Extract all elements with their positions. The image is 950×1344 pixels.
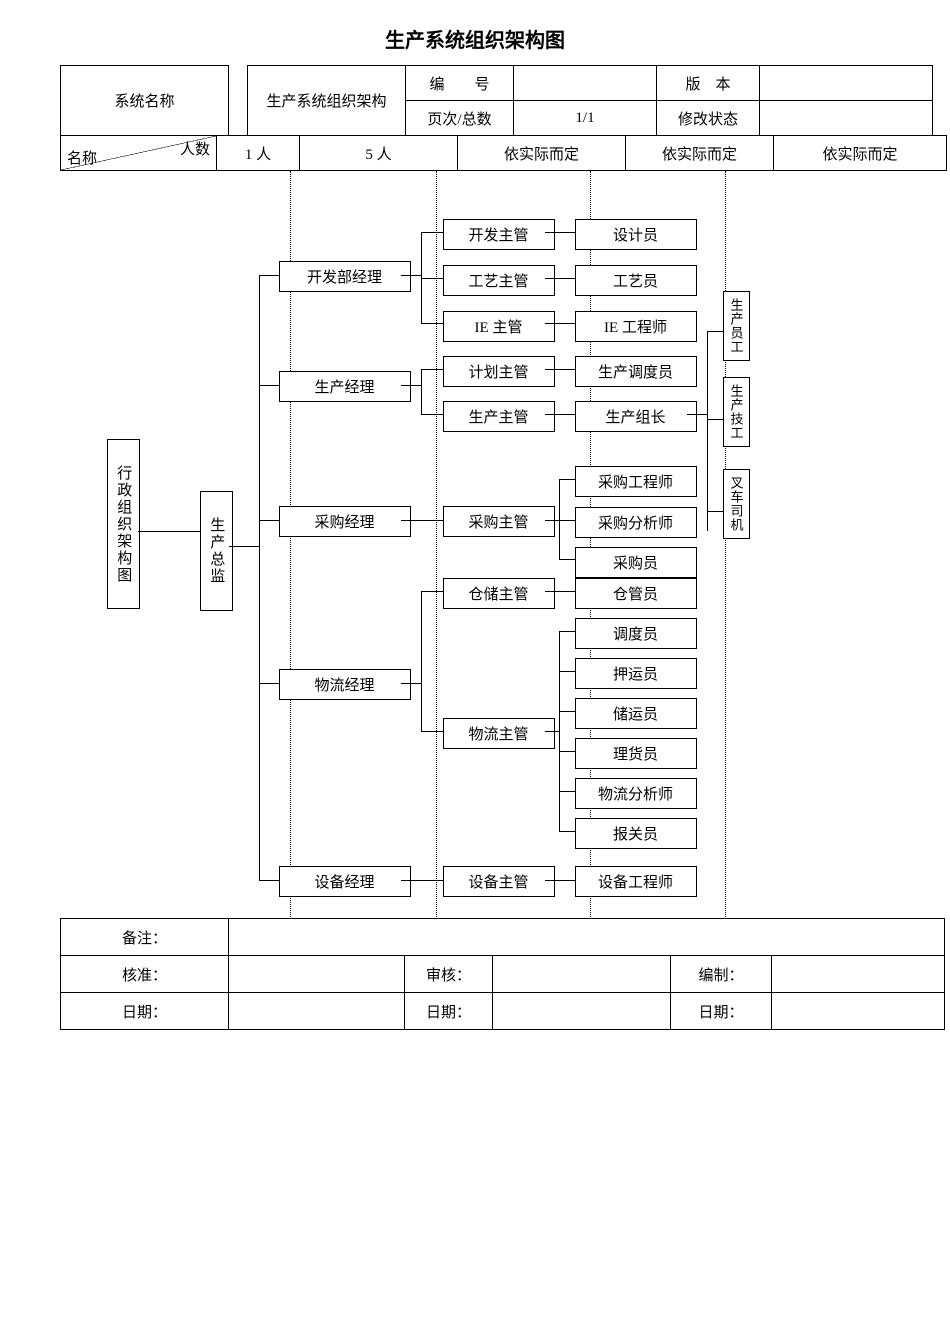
system-name-label: 系统名称 (61, 66, 229, 136)
staff-tally: 理货员 (575, 738, 697, 769)
doc-no-label: 编 号 (406, 66, 514, 101)
lead-dev: 开发主管 (443, 219, 555, 250)
date3-value (772, 993, 945, 1030)
date1-value (229, 993, 405, 1030)
lead-store: 仓储主管 (443, 578, 555, 609)
date2-label: 日期： (405, 993, 493, 1030)
compile-value (772, 956, 945, 993)
lead-purch: 采购主管 (443, 506, 555, 537)
line (259, 275, 260, 880)
staff-equip-eng: 设备工程师 (575, 866, 697, 897)
version-value (760, 66, 933, 101)
mgr-purch: 采购经理 (279, 506, 411, 537)
lead-craft: 工艺主管 (443, 265, 555, 296)
staff-warehouse: 仓管员 (575, 578, 697, 609)
staff-designer: 设计员 (575, 219, 697, 250)
mgr-prod: 生产经理 (279, 371, 411, 402)
review-label: 审核： (405, 956, 493, 993)
date2-value (493, 993, 671, 1030)
system-name-value: 生产系统组织架构 (248, 66, 406, 136)
page-label: 页次/总数 (406, 101, 514, 136)
lead-plan: 计划主管 (443, 356, 555, 387)
staff-sched: 生产调度员 (575, 356, 697, 387)
approve-value (229, 956, 405, 993)
staff-teamlead: 生产组长 (575, 401, 697, 432)
mgr-dev: 开发部经理 (279, 261, 411, 292)
page-value: 1/1 (514, 101, 657, 136)
count-col-c: 依实际而定 (458, 136, 626, 171)
revision-label: 修改状态 (657, 101, 760, 136)
lead-logi: 物流主管 (443, 718, 555, 749)
mgr-equip: 设备经理 (279, 866, 411, 897)
staff-dispatch: 调度员 (575, 618, 697, 649)
remark-value (229, 919, 945, 956)
right-fork: 叉车司机 (723, 469, 750, 539)
staff-escort: 押运员 (575, 658, 697, 689)
staff-purch-eng: 采购工程师 (575, 466, 697, 497)
lead-prod: 生产主管 (443, 401, 555, 432)
count-col-b: 5 人 (300, 136, 458, 171)
main-table: 系统名称 生产系统组织架构 编 号 版 本 页次/总数 1/1 修改状态 (60, 65, 933, 136)
line (229, 546, 259, 547)
compile-label: 编制： (671, 956, 772, 993)
count-col-a: 1 人 (217, 136, 300, 171)
staff-customs: 报关员 (575, 818, 697, 849)
counts-table: 人数 名称 1 人 5 人 依实际而定 依实际而定 依实际而定 行政组织架构图 … (60, 135, 947, 919)
date1-label: 日期： (61, 993, 229, 1030)
count-col-d: 依实际而定 (626, 136, 774, 171)
name-count-cell: 人数 名称 (61, 136, 217, 171)
staff-craft: 工艺员 (575, 265, 697, 296)
staff-purch-ana: 采购分析师 (575, 507, 697, 538)
revision-value (760, 101, 933, 136)
page-title: 生产系统组织架构图 (0, 0, 950, 65)
footer-table: 备注： 核准： 审核： 编制： 日期： 日期： 日期： (60, 918, 945, 1030)
date3-label: 日期： (671, 993, 772, 1030)
remark-label: 备注： (61, 919, 229, 956)
review-value (493, 956, 671, 993)
count-col-e: 依实际而定 (774, 136, 947, 171)
approve-label: 核准： (61, 956, 229, 993)
root-box: 行政组织架构图 (107, 439, 140, 609)
staff-storage: 储运员 (575, 698, 697, 729)
line (138, 531, 200, 532)
staff-buyer: 采购员 (575, 547, 697, 578)
staff-logi-ana: 物流分析师 (575, 778, 697, 809)
mgr-logi: 物流经理 (279, 669, 411, 700)
staff-ie: IE 工程师 (575, 311, 697, 342)
right-worker: 生产员工 (723, 291, 750, 361)
lead-ie: IE 主管 (443, 311, 555, 342)
doc-no-value (514, 66, 657, 101)
director-box: 生产总监 (200, 491, 233, 611)
right-tech: 生产技工 (723, 377, 750, 447)
lead-equip: 设备主管 (443, 866, 555, 897)
version-label: 版 本 (657, 66, 760, 101)
